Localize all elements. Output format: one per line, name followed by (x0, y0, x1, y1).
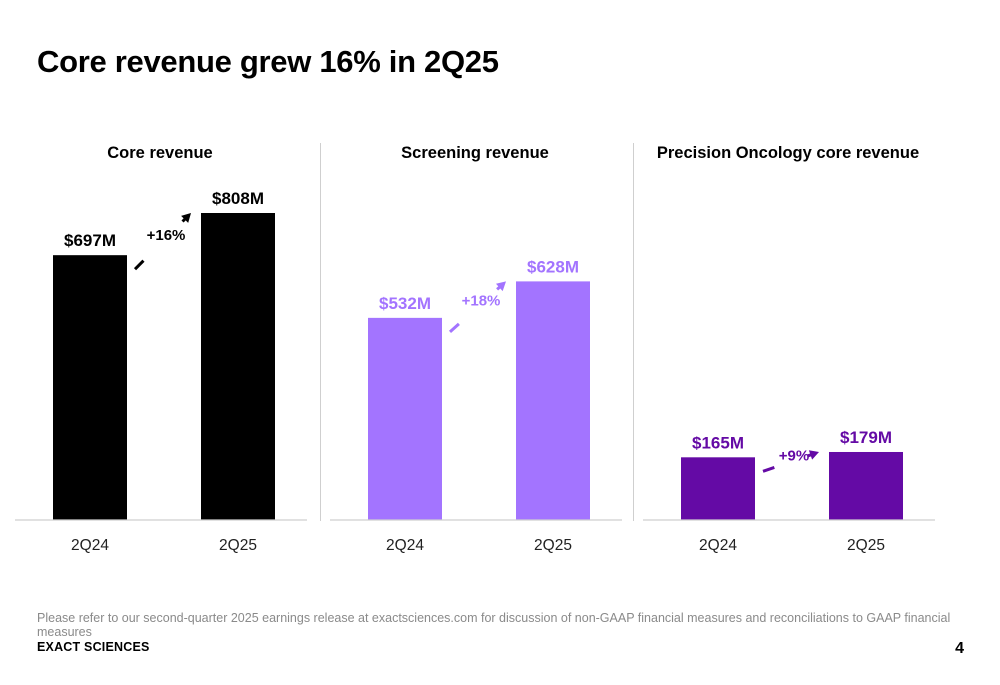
chart-precision-oncology-revenue: $165M 2Q24 $179M 2Q25 +9% Precision Oncology… (638, 140, 938, 560)
chart-title: Screening revenue (401, 144, 549, 162)
growth-arrow-head (181, 213, 191, 223)
bar (201, 213, 275, 520)
data-label: $628M (527, 257, 579, 276)
data-label: $697M (64, 231, 116, 250)
divider (633, 143, 634, 521)
divider (320, 143, 321, 521)
chart-screening-revenue: $532M 2Q24 $628M 2Q25 +18% Screening revenue (325, 140, 625, 560)
data-label: $808M (212, 189, 264, 208)
brand-logo: EXACT SCIENCES (37, 640, 150, 654)
bar (53, 255, 127, 520)
data-label: $165M (692, 433, 744, 452)
data-label: $532M (379, 294, 431, 313)
growth-label: +9% (779, 448, 809, 465)
bar (516, 281, 590, 520)
page-number: 4 (955, 640, 964, 657)
growth-arrow-head (495, 281, 506, 292)
x-tick-label: 2Q25 (219, 537, 257, 554)
bar (368, 317, 442, 520)
page-title: Core revenue grew 16% in 2Q25 (37, 44, 499, 79)
chart-title: Precision Oncology core revenue (656, 144, 920, 162)
data-label: $179M (840, 428, 892, 447)
x-tick-label: 2Q25 (847, 537, 885, 554)
bar-chart-svg: $165M 2Q24 $179M 2Q25 +9% (643, 428, 935, 554)
footnote: Please refer to our second-quarter 2025 … (37, 611, 951, 639)
growth-label: +18% (462, 293, 501, 310)
chart-title: Core revenue (107, 144, 213, 162)
bar (681, 457, 755, 520)
bar-chart-svg: $532M 2Q24 $628M 2Q25 +18% (330, 257, 622, 554)
x-tick-label: 2Q24 (386, 537, 424, 554)
growth-arrow-tail (448, 322, 460, 333)
growth-arrow-head (808, 450, 819, 460)
bar-chart-svg: $697M 2Q24 $808M 2Q25 +16% (15, 189, 307, 554)
x-tick-label: 2Q25 (534, 537, 572, 554)
x-tick-label: 2Q24 (699, 537, 737, 554)
growth-arrow-tail (133, 259, 145, 271)
x-tick-label: 2Q24 (71, 537, 109, 554)
growth-arrow-tail (762, 465, 775, 473)
growth-label: +16% (147, 227, 186, 244)
bar (829, 451, 903, 520)
chart-core-revenue: $697M 2Q24 $808M 2Q25 +16% Core revenue (10, 140, 310, 560)
